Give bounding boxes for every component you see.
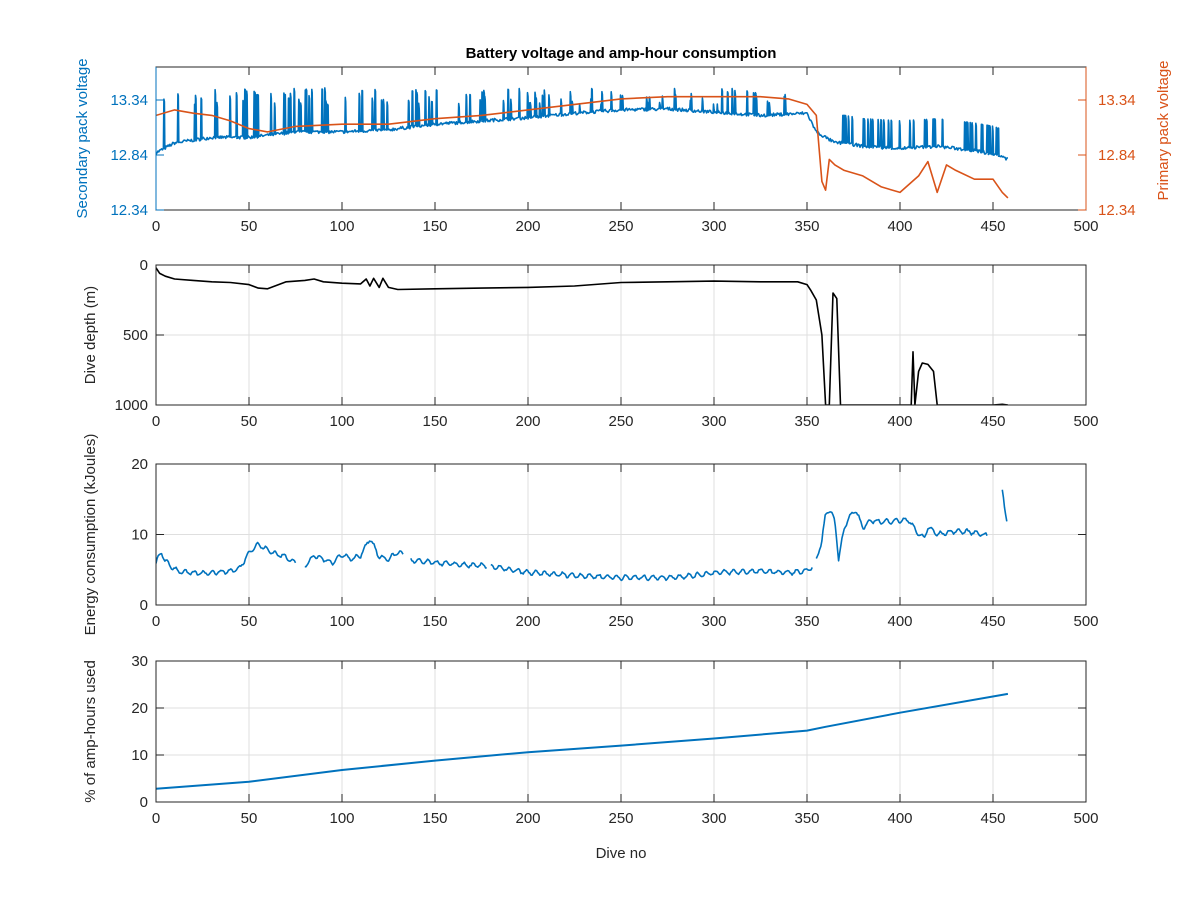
series-line-data	[156, 267, 1008, 405]
y-axis-label: Dive depth (m)	[82, 286, 99, 384]
x-tick-label: 300	[701, 810, 726, 827]
x-tick-label: 350	[794, 413, 819, 430]
chart-title: Battery voltage and amp-hour consumption	[466, 45, 777, 62]
y-tick-label: 20	[131, 700, 148, 717]
x-tick-label: 450	[980, 413, 1005, 430]
x-tick-label: 400	[887, 218, 912, 235]
x-tick-label: 250	[608, 613, 633, 630]
series-line-secondary-voltage	[156, 87, 1008, 161]
y-tick-label: 30	[131, 653, 148, 670]
x-tick-label: 450	[980, 613, 1005, 630]
y-right-tick-label: 12.34	[1098, 202, 1136, 219]
series-line-primary-voltage	[156, 95, 1009, 199]
y-right-tick-label: 13.34	[1098, 92, 1136, 109]
x-tick-label: 500	[1073, 218, 1098, 235]
series-line-data-segment-3	[490, 563, 813, 582]
x-tick-label: 0	[152, 810, 160, 827]
series-group	[156, 489, 1008, 582]
x-tick-label: 50	[241, 218, 258, 235]
x-tick-label: 0	[152, 218, 160, 235]
y-tick-label: 500	[123, 327, 148, 344]
x-tick-label: 50	[241, 413, 258, 430]
x-tick-label: 100	[329, 810, 354, 827]
y-right-axis-label: Primary pack voltage	[1155, 60, 1172, 200]
series-line-data-segment-4	[815, 511, 988, 562]
x-tick-label: 150	[422, 810, 447, 827]
y-tick-label: 13.34	[110, 92, 148, 109]
x-tick-label: 250	[608, 413, 633, 430]
x-tick-label: 0	[152, 413, 160, 430]
x-tick-label: 0	[152, 613, 160, 630]
x-tick-label: 100	[329, 413, 354, 430]
y-tick-label: 20	[131, 456, 148, 473]
x-tick-label: 300	[701, 613, 726, 630]
y-tick-label: 10	[131, 527, 148, 544]
series-group	[156, 87, 1009, 199]
axes-box	[155, 66, 1087, 211]
x-tick-label: 250	[608, 810, 633, 827]
x-tick-label: 250	[608, 218, 633, 235]
x-tick-label: 300	[701, 413, 726, 430]
x-tick-label: 100	[329, 218, 354, 235]
x-tick-label: 100	[329, 613, 354, 630]
series-line-data-segment-5	[1001, 489, 1008, 522]
subplot-2: 0 50 100 150 200 250 300 350 400 450 500 0 500 1000 Di…	[82, 257, 1099, 430]
series-group	[156, 692, 1009, 790]
subplot-1: 0 50 100 150 200 250 300 350 400 450 50012.3412.84…	[74, 45, 1172, 235]
x-tick-label: 150	[422, 218, 447, 235]
y-tick-label: 0	[140, 257, 148, 274]
x-tick-label: 200	[515, 218, 540, 235]
x-tick-label: 50	[241, 613, 258, 630]
subplot-4: 0 50 100 150 200 250 300 350 400 450 500 0 10 20 30 % o…	[82, 653, 1099, 862]
series-line-data	[156, 692, 1009, 790]
y-right-tick-label: 12.84	[1098, 147, 1136, 164]
x-tick-label: 350	[794, 613, 819, 630]
x-tick-label: 500	[1073, 413, 1098, 430]
x-tick-label: 150	[422, 613, 447, 630]
x-tick-label: 500	[1073, 810, 1098, 827]
y-tick-label: 0	[140, 794, 148, 811]
y-tick-label: 0	[140, 597, 148, 614]
y-tick-label: 1000	[115, 397, 148, 414]
x-tick-label: 400	[887, 810, 912, 827]
subplot-3: 0 50 100 150 200 250 300 350 400 450 500 0 10 20 Energ…	[82, 434, 1099, 636]
series-line-data-segment-2	[410, 557, 487, 569]
series-line-data-segment-0	[156, 541, 297, 576]
y-axis-label: Energy consumption (kJoules)	[82, 434, 99, 636]
x-tick-label: 350	[794, 218, 819, 235]
x-tick-label: 500	[1073, 613, 1098, 630]
y-axis-label: Secondary pack voltage	[74, 58, 91, 218]
x-tick-label: 350	[794, 810, 819, 827]
series-line-data-segment-1	[304, 540, 404, 568]
y-tick-label: 12.84	[110, 147, 148, 164]
y-axis-label: % of amp-hours used	[82, 660, 99, 803]
x-tick-label: 300	[701, 218, 726, 235]
y-tick-label: 12.34	[110, 202, 148, 219]
x-tick-label: 200	[515, 413, 540, 430]
x-tick-label: 400	[887, 413, 912, 430]
x-tick-label: 200	[515, 810, 540, 827]
x-axis-label: Dive no	[596, 845, 647, 862]
x-tick-label: 200	[515, 613, 540, 630]
x-tick-label: 450	[980, 810, 1005, 827]
x-tick-label: 50	[241, 810, 258, 827]
y-tick-label: 10	[131, 747, 148, 764]
x-tick-label: 400	[887, 613, 912, 630]
x-tick-label: 450	[980, 218, 1005, 235]
series-group	[156, 267, 1008, 405]
x-tick-label: 150	[422, 413, 447, 430]
